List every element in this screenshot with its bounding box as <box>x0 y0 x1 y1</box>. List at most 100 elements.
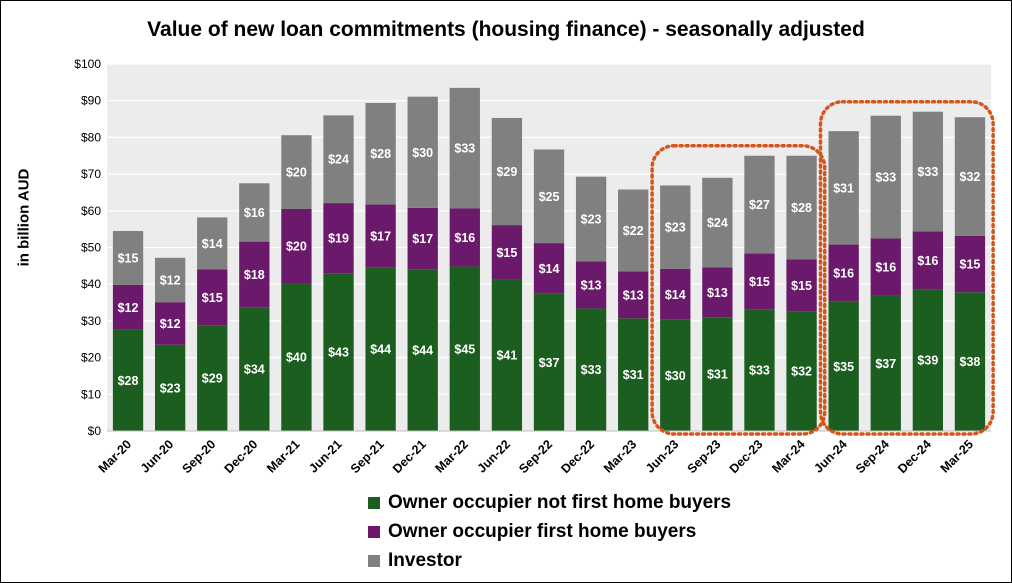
legend: Owner occupier not first home buyers Own… <box>368 488 731 575</box>
bar-segment-owner-fhb <box>870 238 901 296</box>
bar-segment-investor <box>154 257 186 303</box>
bar-segment-investor <box>281 135 312 209</box>
bar-data-label: $24 <box>328 153 349 167</box>
bar-segment-owner-not-fhb <box>575 308 607 431</box>
bar-data-label: $15 <box>791 279 812 293</box>
bar-data-label: $14 <box>539 262 560 276</box>
bar-data-label: $12 <box>160 317 181 331</box>
bar-segment-investor <box>828 131 859 245</box>
bar-data-label: $33 <box>875 171 896 185</box>
x-tick-label: Mar-25 <box>938 437 976 475</box>
x-tick-label: Dec-23 <box>727 437 766 476</box>
bar-segment-owner-fhb <box>954 235 986 293</box>
bar-data-label: $23 <box>160 381 181 395</box>
x-tick-label: Sep-23 <box>685 437 724 476</box>
bar-data-label: $16 <box>833 267 854 281</box>
bar-segment-investor <box>702 177 733 268</box>
bar-segment-owner-not-fhb <box>197 325 228 431</box>
bar-data-label: $15 <box>202 291 223 305</box>
bar-data-label: $20 <box>286 240 307 254</box>
bar-segment-owner-not-fhb <box>281 283 312 431</box>
bar-data-label: $29 <box>202 372 223 386</box>
legend-swatch-investor <box>368 554 380 567</box>
bar-data-label: $44 <box>412 344 433 358</box>
bar-segment-owner-fhb <box>702 267 733 318</box>
legend-item: Owner occupier not first home buyers <box>368 488 731 517</box>
bar-segment-owner-fhb <box>575 261 607 309</box>
bar-data-label: $27 <box>749 198 770 212</box>
bar-segment-investor <box>618 189 649 272</box>
bar-segment-investor <box>660 185 691 269</box>
bar-segment-owner-fhb <box>154 302 186 345</box>
y-tick-label: $40 <box>81 277 101 291</box>
bar-data-label: $16 <box>875 260 896 274</box>
bar-data-label: $31 <box>707 368 728 382</box>
legend-swatch-owner-fhb <box>368 525 380 538</box>
bar-data-label: $28 <box>370 147 391 161</box>
x-tick-label: Mar-23 <box>601 437 639 475</box>
bar-segment-owner-not-fhb <box>744 309 775 431</box>
bar-segment-investor <box>365 102 396 205</box>
bar-data-label: $17 <box>370 229 391 243</box>
y-tick-label: $30 <box>81 314 101 328</box>
bar-data-label: $31 <box>833 181 854 195</box>
bar-segment-investor <box>239 183 270 242</box>
bar-segment-investor <box>491 117 523 226</box>
bar-segment-investor <box>533 149 565 244</box>
bar-data-label: $13 <box>581 278 602 292</box>
x-tick-label: Sep-22 <box>516 437 555 476</box>
bar-data-label: $12 <box>118 301 139 315</box>
legend-label-investor: Investor <box>388 549 462 571</box>
bar-segment-owner-fhb <box>660 268 691 320</box>
bar-segment-owner-not-fhb <box>954 292 986 431</box>
bar-segment-owner-not-fhb <box>112 329 144 431</box>
bar-data-label: $23 <box>665 221 686 235</box>
bar-segment-owner-fhb <box>744 253 775 310</box>
bar-segment-investor <box>407 96 438 208</box>
bar-data-label: $33 <box>581 363 602 377</box>
x-tick-label: Dec-21 <box>390 437 429 476</box>
bar-data-label: $14 <box>665 288 686 302</box>
y-tick-label: $80 <box>81 130 101 144</box>
bar-segment-owner-fhb <box>491 225 523 280</box>
bar-data-label: $38 <box>960 355 981 369</box>
bar-segment-owner-fhb <box>112 284 144 330</box>
bar-data-label: $25 <box>539 190 560 204</box>
bar-data-label: $24 <box>707 216 728 230</box>
x-tick-label: Jun-20 <box>138 437 176 475</box>
highlight-box <box>818 99 995 436</box>
bar-segment-owner-fhb <box>239 241 270 308</box>
bar-segment-investor <box>449 87 480 209</box>
bar-segment-owner-fhb <box>618 271 649 319</box>
bar-data-label: $15 <box>118 251 139 265</box>
bar-data-label: $33 <box>917 165 938 179</box>
bar-data-label: $39 <box>917 354 938 368</box>
bar-data-label: $37 <box>875 357 896 371</box>
x-tick-label: Dec-20 <box>222 437 261 476</box>
bar-segment-investor <box>786 155 817 260</box>
bar-data-label: $35 <box>833 360 854 374</box>
bar-data-label: $33 <box>454 142 475 156</box>
bar-data-label: $44 <box>370 343 391 357</box>
x-tick-label: Jun-21 <box>306 437 344 475</box>
bar-data-label: $34 <box>244 363 265 377</box>
bar-segment-owner-fhb <box>197 269 228 326</box>
legend-label-owner-fhb: Owner occupier first home buyers <box>388 520 697 542</box>
y-tick-label: $100 <box>74 57 101 71</box>
bar-segment-owner-fhb <box>828 244 859 302</box>
bar-data-label: $17 <box>412 232 433 246</box>
bar-data-label: $15 <box>960 258 981 272</box>
y-tick-label: $70 <box>81 167 101 181</box>
bar-data-label: $40 <box>286 351 307 365</box>
bar-data-label: $15 <box>496 246 517 260</box>
bar-segment-owner-fhb <box>786 259 817 312</box>
bar-segment-owner-not-fhb <box>533 293 565 431</box>
x-tick-label: Mar-21 <box>264 437 302 475</box>
bar-data-label: $18 <box>244 268 265 282</box>
bar-segment-investor <box>870 115 901 239</box>
bar-segment-owner-not-fhb <box>786 311 817 431</box>
bar-segment-owner-not-fhb <box>828 301 859 431</box>
y-tick-label: $10 <box>81 387 101 401</box>
bar-data-label: $28 <box>791 201 812 215</box>
bar-segment-owner-not-fhb <box>407 269 438 431</box>
